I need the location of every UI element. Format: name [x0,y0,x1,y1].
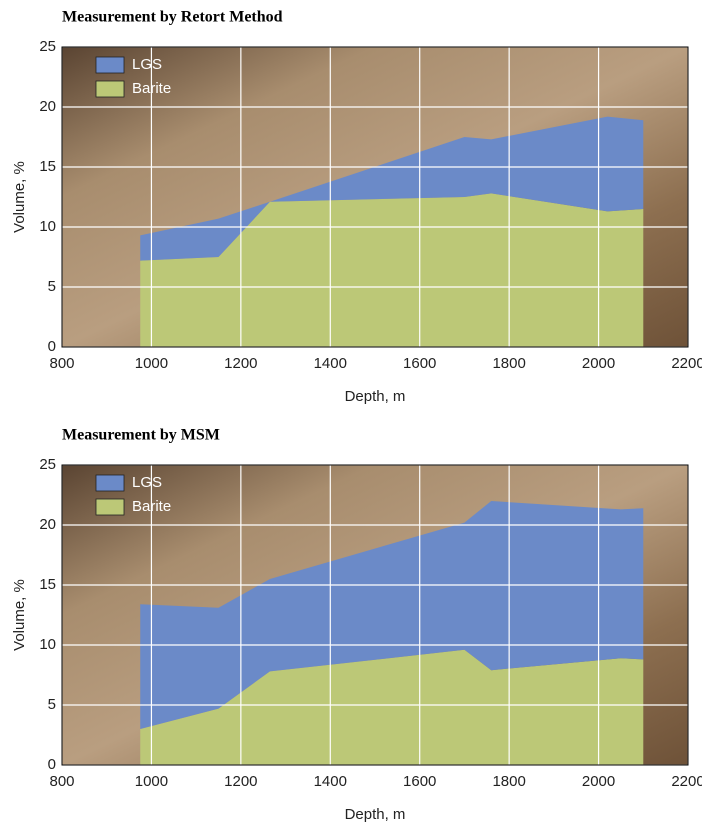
legend-swatch [95,498,125,516]
y-tick-label: 0 [48,338,56,355]
y-tick-label: 25 [39,38,56,55]
x-tick-label: 2200 [671,355,702,372]
y-tick-label: 15 [39,576,56,593]
x-tick-label: 1000 [135,355,168,372]
y-tick-label: 20 [39,98,56,115]
chart-title: Measurement by Retort Method [62,9,283,26]
plot-frame [61,464,689,766]
legend-swatch [95,56,125,74]
y-tick-label: 5 [48,696,56,713]
x-tick-label: 2000 [582,355,615,372]
x-axis-label: Depth, m [345,388,406,405]
x-tick-label: 1400 [314,355,347,372]
y-tick-label: 25 [39,456,56,473]
x-tick-label: 1600 [403,355,436,372]
area [140,193,644,347]
x-tick-label: 2000 [582,773,615,790]
y-tick-label: 0 [48,756,56,773]
chart-title: Measurement by MSM [62,427,220,444]
y-tick-label: 15 [39,158,56,175]
y-tick-label: 20 [39,516,56,533]
x-tick-label: 1200 [224,773,257,790]
x-tick-label: 1000 [135,773,168,790]
legend-label: Barite [132,498,171,515]
legend-label: Barite [132,80,171,97]
y-axis-label: Volume, % [11,579,28,651]
x-tick-label: 1200 [224,355,257,372]
x-tick-label: 800 [49,773,74,790]
y-tick-label: 10 [39,218,56,235]
legend-swatch [95,474,125,492]
legend-swatch [95,80,125,98]
legend-label: LGS [132,474,162,491]
area [140,649,644,765]
x-tick-label: 1800 [492,773,525,790]
area [140,116,644,261]
area [140,501,644,729]
x-tick-label: 1800 [492,355,525,372]
legend-label: LGS [132,56,162,73]
x-tick-label: 2200 [671,773,702,790]
x-tick-label: 800 [49,355,74,372]
y-tick-label: 10 [39,636,56,653]
x-axis-label: Depth, m [345,806,406,823]
x-tick-label: 1400 [314,773,347,790]
x-tick-label: 1600 [403,773,436,790]
y-axis-label: Volume, % [11,161,28,233]
plot-frame [61,46,689,348]
y-tick-label: 5 [48,278,56,295]
